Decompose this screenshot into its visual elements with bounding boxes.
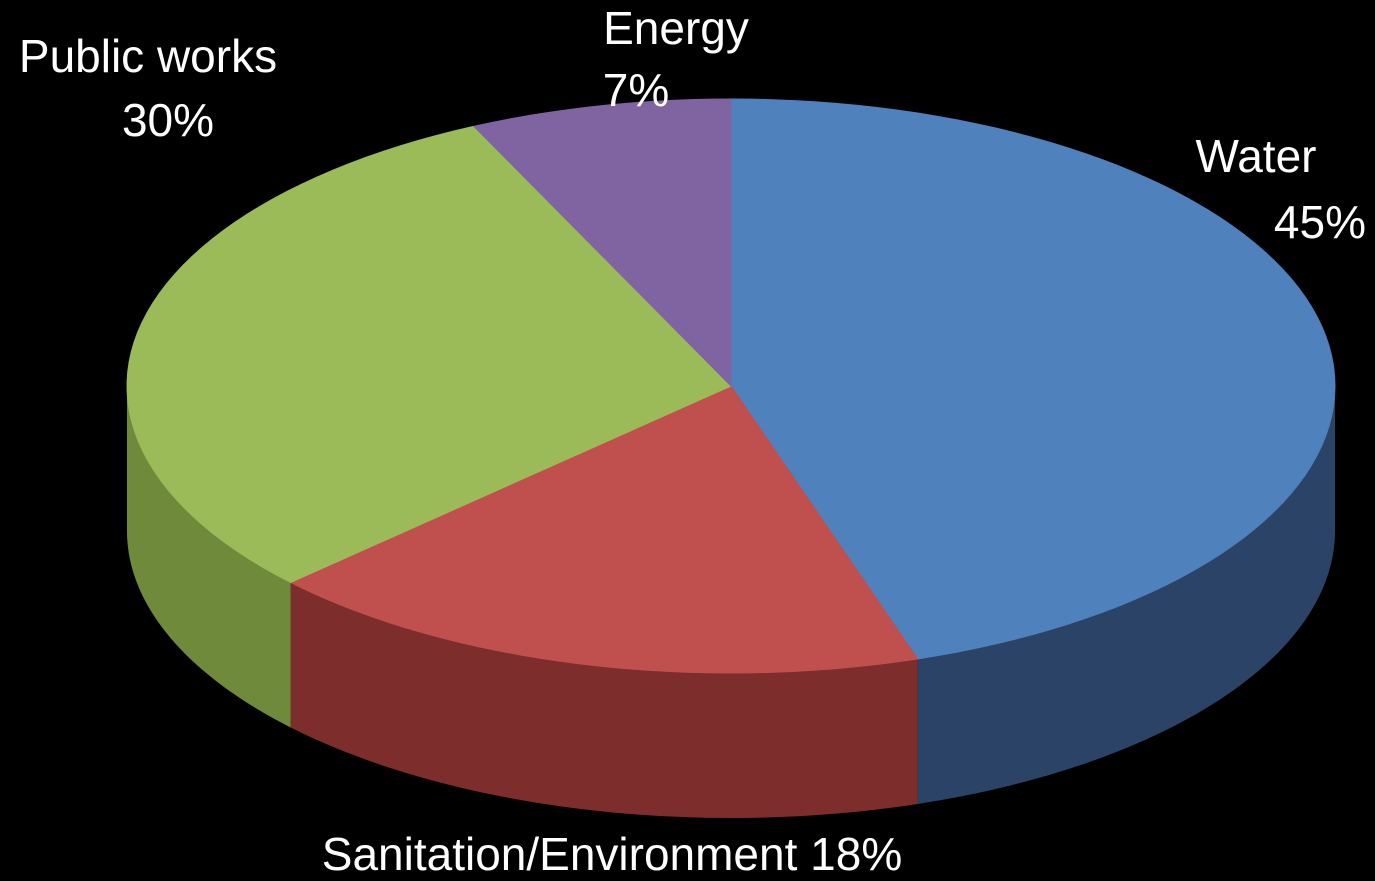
label-public-works-pct: 30% bbox=[122, 94, 214, 146]
label-water-name: Water bbox=[1196, 130, 1317, 182]
label-energy-pct: 7% bbox=[603, 64, 669, 116]
pie-slice-water bbox=[730, 98, 1336, 660]
label-public-works: Public works 30% bbox=[19, 30, 277, 146]
label-sanitation-pct: 18% bbox=[810, 828, 902, 880]
pie-slice-public-works bbox=[126, 125, 732, 584]
pie-top bbox=[126, 98, 1336, 674]
label-energy-name: Energy bbox=[603, 2, 749, 54]
label-sanitation-name: Sanitation/Environment bbox=[322, 828, 810, 880]
label-water-pct: 45% bbox=[1274, 196, 1366, 248]
label-public-works-name: Public works bbox=[19, 30, 277, 82]
pie-sides bbox=[127, 386, 1335, 818]
label-sanitation: Sanitation/Environment 18% bbox=[322, 828, 902, 880]
pie-slice-energy bbox=[472, 98, 732, 388]
pie-side-water bbox=[917, 386, 1335, 804]
pie-slice-sanitation-environment bbox=[289, 385, 919, 674]
pie-side-public-works bbox=[127, 386, 291, 728]
label-energy: Energy 7% bbox=[603, 2, 749, 116]
pie-side-sanitation-environment bbox=[290, 582, 918, 818]
label-water: Water 45% bbox=[1196, 130, 1366, 248]
label-sanitation-text: Sanitation/Environment 18% bbox=[322, 828, 902, 880]
